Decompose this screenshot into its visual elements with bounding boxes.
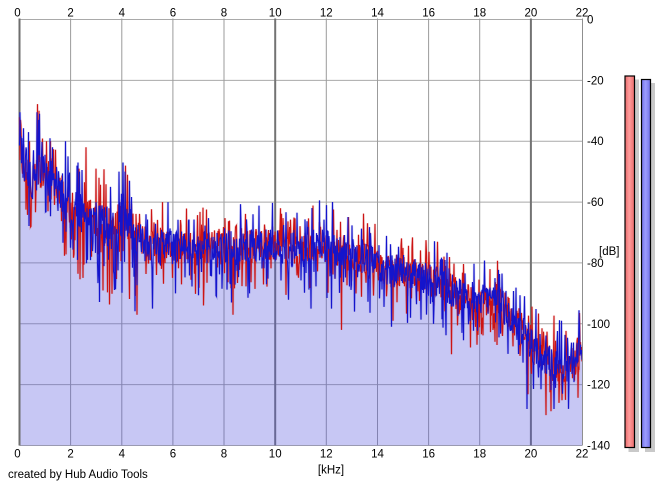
svg-text:-40: -40	[587, 136, 604, 148]
svg-text:-100: -100	[587, 319, 610, 331]
svg-text:12: 12	[320, 449, 333, 461]
svg-text:6: 6	[170, 8, 176, 20]
svg-text:[kHz]: [kHz]	[318, 465, 344, 477]
svg-text:20: 20	[525, 449, 538, 461]
svg-text:4: 4	[119, 8, 126, 20]
svg-text:22: 22	[576, 449, 589, 461]
svg-text:-140: -140	[587, 441, 610, 453]
svg-text:14: 14	[371, 8, 384, 20]
svg-text:10: 10	[269, 8, 282, 20]
svg-text:16: 16	[422, 449, 435, 461]
svg-text:0: 0	[587, 15, 593, 27]
svg-text:10: 10	[269, 449, 282, 461]
svg-text:created by Hub Audio Tools: created by Hub Audio Tools	[8, 469, 148, 481]
svg-text:14: 14	[371, 449, 384, 461]
svg-text:[dB]: [dB]	[599, 246, 619, 258]
svg-text:0: 0	[14, 8, 20, 20]
svg-text:8: 8	[221, 8, 227, 20]
svg-text:2: 2	[67, 8, 73, 20]
svg-text:-80: -80	[587, 258, 604, 270]
svg-text:4: 4	[119, 449, 126, 461]
svg-text:0: 0	[14, 449, 20, 461]
svg-text:18: 18	[473, 8, 486, 20]
svg-text:6: 6	[170, 449, 176, 461]
svg-text:18: 18	[473, 449, 486, 461]
svg-text:8: 8	[221, 449, 227, 461]
svg-text:22: 22	[576, 8, 589, 20]
svg-text:-20: -20	[587, 75, 604, 87]
svg-text:-60: -60	[587, 197, 604, 209]
svg-text:20: 20	[525, 8, 538, 20]
svg-text:16: 16	[422, 8, 435, 20]
svg-text:12: 12	[320, 8, 333, 20]
svg-text:-120: -120	[587, 380, 610, 392]
svg-text:2: 2	[67, 449, 73, 461]
